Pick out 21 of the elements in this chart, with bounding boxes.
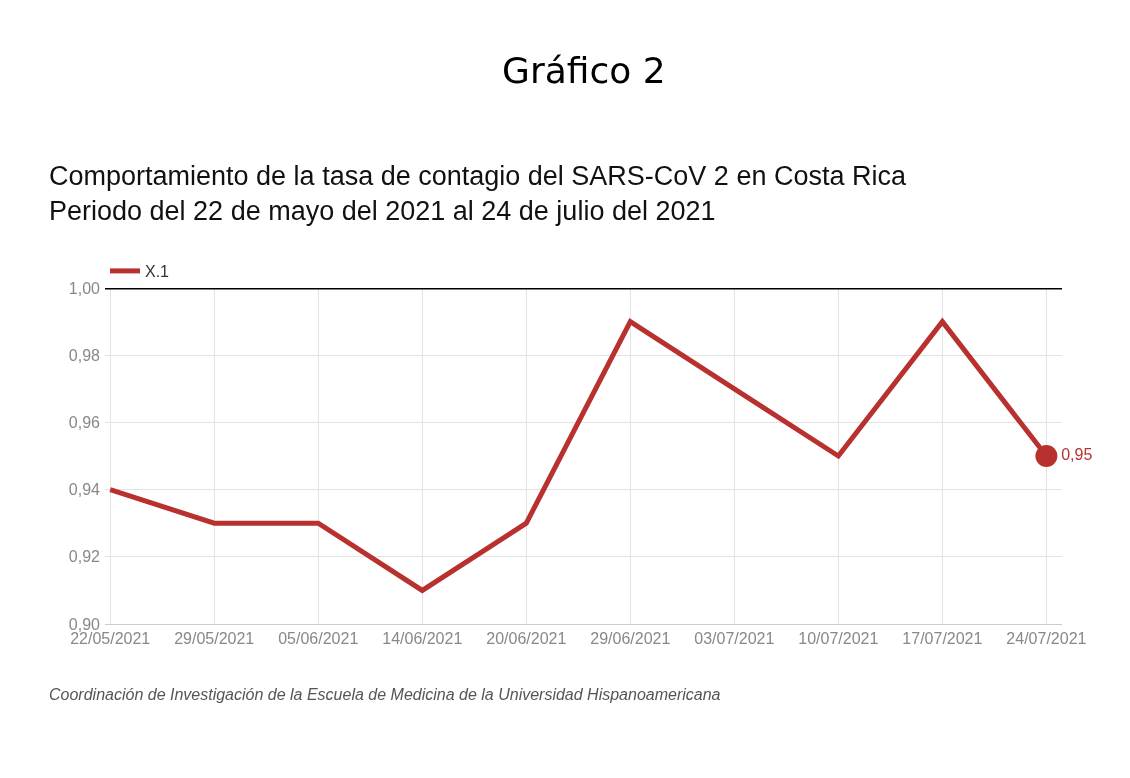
x-tick-label: 22/05/2021 bbox=[70, 630, 151, 648]
y-tick-label: 0,96 bbox=[68, 414, 101, 431]
x-tick-label: 24/07/2021 bbox=[1006, 630, 1087, 648]
x-tick-label: 17/07/2021 bbox=[902, 630, 983, 648]
x-tick-label: 29/05/2021 bbox=[174, 630, 255, 648]
y-tick-label: 1,00 bbox=[68, 279, 101, 297]
legend-label: X.1 bbox=[145, 263, 170, 281]
x-tick-label: 03/07/2021 bbox=[694, 630, 775, 648]
data-label: 0,95 bbox=[1061, 446, 1093, 463]
y-tick-label: 0,92 bbox=[68, 548, 101, 566]
x-tick-label: 14/06/2021 bbox=[382, 630, 463, 648]
y-tick-label: 0,94 bbox=[68, 481, 101, 499]
x-tick-label: 29/06/2021 bbox=[590, 630, 671, 648]
text: Coordinación de Investigación de la Escuela de Medicina de la Universidad Hispanoamericana bbox=[49, 686, 721, 703]
y-tick-label: 0,98 bbox=[68, 346, 101, 364]
x-tick-label: 05/06/2021 bbox=[278, 630, 359, 648]
y-tick-label: 0,90 bbox=[68, 615, 101, 633]
x-tick-label: 20/06/2021 bbox=[486, 630, 567, 648]
chart-subtitle: Comportamiento de la tasa de contagio del SARS-CoV 2 en Costa Rica Periodo del 22 de mayo del 2021 al 24 de julio del 2021 bbox=[49, 161, 907, 227]
x-tick-label: 10/07/2021 bbox=[798, 630, 879, 648]
chart-title: Gráfico 2 bbox=[502, 50, 666, 91]
